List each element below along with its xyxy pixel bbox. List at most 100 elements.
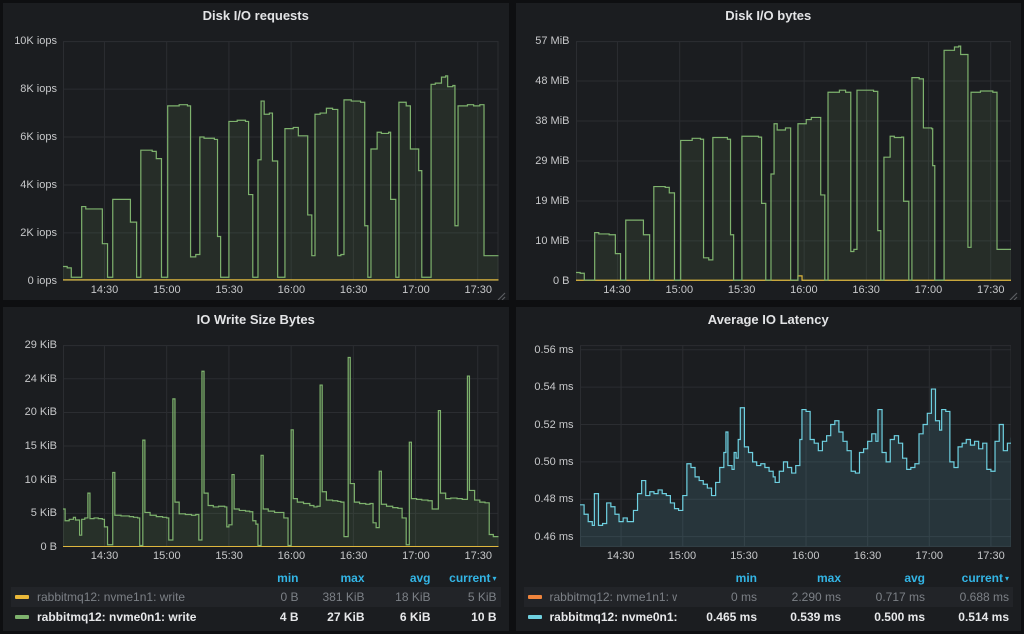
legend-header-avg[interactable]: avg (409, 571, 431, 585)
x-axis-tick-label: 17:00 (402, 284, 430, 296)
series-name[interactable]: rabbitmq12: nvme1n1: write (37, 590, 186, 604)
series-color-swatch[interactable] (527, 614, 542, 619)
panel-title[interactable]: IO Write Size Bytes (196, 312, 315, 327)
legend-table: min max avg current ▾ rabbitmq12: nvme1n1… (523, 569, 1014, 627)
legend-header-max[interactable]: max (340, 571, 365, 585)
y-axis-tick-label: 15 KiB (24, 440, 57, 452)
x-axis-tick-label: 17:30 (464, 284, 492, 296)
x-axis-tick-label: 16:00 (277, 550, 306, 562)
x-axis-tick-label: 14:30 (90, 284, 119, 296)
y-axis-tick-label: 38 MiB (535, 114, 570, 127)
x-axis-tick-label: 16:30 (852, 284, 880, 296)
legend-value-current: 0.514 ms (958, 610, 1009, 624)
legend-header-min[interactable]: min (735, 571, 757, 585)
x-axis-tick-label: 16:00 (792, 550, 820, 562)
legend-value-max: 27 KiB (327, 610, 365, 624)
legend-header-current-label: current (961, 571, 1003, 585)
series-name[interactable]: rabbitmq12: nvme1n1: write (549, 590, 678, 604)
x-axis-tick-label: 15:00 (668, 550, 697, 562)
y-axis-tick-label: 48 MiB (535, 74, 570, 87)
x-axis-tick-label: 15:30 (215, 550, 243, 562)
legend-value-current: 5 KiB (467, 590, 497, 604)
x-axis-tick-label: 15:00 (153, 550, 181, 562)
panel-title[interactable]: Disk I/O bytes (725, 8, 812, 23)
legend-header-current[interactable]: current ▾ (435, 569, 501, 587)
legend-header-name (524, 569, 678, 587)
x-axis-tick-label: 15:00 (665, 284, 694, 296)
y-axis-tick-label: 19 MiB (535, 195, 570, 207)
x-axis-tick-label: 16:30 (853, 550, 882, 562)
x-axis-tick-label: 17:00 (914, 284, 943, 296)
legend-value-min: 4 B (279, 610, 299, 624)
legend-value-avg: 18 KiB (395, 590, 431, 604)
legend-value-min: 0 B (280, 590, 299, 604)
y-axis: 0.56 ms 0.54 ms 0.52 ms 0.50 ms 0.48 ms 0.46 … (522, 343, 580, 547)
y-axis: 29 KiB 24 KiB 20 KiB 15 KiB 10 KiB 5 KiB 0 B (9, 339, 63, 553)
legend-table: min max avg current ▾ rabbitmq12: nvme1n1… (11, 569, 501, 627)
legend-header-min[interactable]: min (277, 571, 299, 585)
x-axis-tick-label: 15:00 (153, 284, 181, 296)
x-axis-tick-label: 17:00 (402, 550, 430, 562)
chart-body: 57 MiB 48 MiB 38 MiB 29 MiB 19 MiB 10 MiB 0 B (516, 28, 1022, 287)
x-axis-tick-label: 16:30 (339, 284, 368, 296)
legend-header-max[interactable]: max (816, 571, 841, 585)
resize-handle-icon[interactable] (497, 288, 506, 300)
legend-value-max: 381 KiB (322, 590, 365, 604)
y-axis-tick-label: 0.52 ms (534, 418, 574, 431)
chart-body: 0.56 ms 0.54 ms 0.52 ms 0.50 ms 0.48 ms 0.46 … (516, 332, 1022, 547)
legend-header-avg[interactable]: avg (904, 571, 925, 585)
y-axis-tick-label: 0 B (40, 541, 57, 553)
y-axis-tick-label: 0.56 ms (534, 343, 574, 356)
y-axis-tick-label: 0.46 ms (534, 530, 574, 543)
y-axis-tick-label: 0.54 ms (534, 381, 574, 394)
x-axis-tick-label: 14:30 (606, 550, 635, 562)
x-axis-tick-label: 16:00 (277, 284, 306, 296)
legend-row-nvme0n1: rabbitmq12: nvme0n1: write 0.465 ms 0.53… (524, 607, 1014, 627)
y-axis-tick-label: 4K iops (20, 179, 57, 191)
series-name[interactable]: rabbitmq12: nvme0n1: write (37, 610, 197, 624)
series-name[interactable]: rabbitmq12: nvme0n1: write (549, 610, 678, 624)
legend-header-name (11, 569, 237, 587)
series-color-swatch[interactable] (15, 594, 29, 599)
x-axis-tick-label: 17:00 (915, 550, 943, 562)
legend-value-avg: 0.500 ms (874, 610, 925, 624)
series-color-swatch[interactable] (15, 614, 29, 619)
chart-plot[interactable] (63, 41, 499, 281)
legend-row-nvme1n1: rabbitmq12: nvme1n1: write 0 ms 2.290 ms… (523, 587, 1013, 607)
chart-plot[interactable] (63, 345, 499, 547)
y-axis-tick-label: 29 MiB (535, 155, 570, 167)
x-axis-tick-label: 14:30 (90, 550, 119, 562)
y-axis-tick-label: 29 KiB (24, 339, 57, 351)
legend-row-nvme1n1: rabbitmq12: nvme1n1: write 0 B 381 KiB 1… (11, 587, 501, 607)
panel-disk-io-requests: Disk I/O requests 10K iops 8K iops 6K iops… (3, 3, 509, 300)
legend-value-avg: 6 KiB (399, 610, 431, 624)
legend-header-current-label: current (449, 571, 491, 585)
chart-plot[interactable] (575, 41, 1012, 281)
y-axis-tick-label: 24 KiB (24, 372, 57, 385)
resize-handle-icon[interactable] (1009, 288, 1018, 300)
y-axis-tick-label: 0.48 ms (534, 493, 574, 506)
y-axis-tick-label: 2K iops (20, 227, 57, 239)
y-axis-tick-label: 0 iops (27, 275, 57, 287)
legend-header-current[interactable]: current ▾ (929, 569, 1013, 587)
x-axis-tick-label: 15:30 (215, 284, 243, 296)
legend-value-max: 2.290 ms (791, 590, 841, 604)
legend-value-current: 10 B (471, 610, 497, 624)
series-color-swatch[interactable] (527, 594, 542, 599)
y-axis-tick-label: 10K iops (14, 35, 57, 47)
y-axis: 57 MiB 48 MiB 38 MiB 29 MiB 19 MiB 10 MiB 0 B (522, 35, 576, 287)
x-axis-tick-label: 17:30 (977, 550, 1005, 562)
x-axis-tick-label: 16:30 (339, 550, 368, 562)
sort-caret-icon: ▾ (1004, 574, 1009, 583)
legend-value-min: 0 ms (730, 590, 757, 604)
chart-body: 29 KiB 24 KiB 20 KiB 15 KiB 10 KiB 5 KiB 0 B (3, 332, 509, 553)
x-axis-tick-label: 17:30 (976, 284, 1005, 296)
panel-title[interactable]: Average IO Latency (707, 312, 829, 327)
panel-title[interactable]: Disk I/O requests (202, 8, 309, 23)
chart-plot[interactable] (579, 345, 1012, 547)
x-axis: 14:30 15:00 15:30 16:00 16:30 17:00 17:30 (3, 281, 509, 300)
y-axis-tick-label: 0 B (552, 275, 570, 287)
x-axis-tick-label: 15:30 (727, 284, 756, 296)
sort-caret-icon: ▾ (492, 574, 497, 583)
